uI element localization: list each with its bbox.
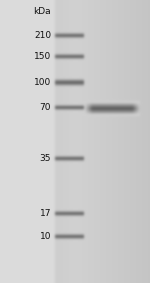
Text: 150: 150 bbox=[34, 52, 51, 61]
Text: kDa: kDa bbox=[33, 7, 51, 16]
Text: 70: 70 bbox=[39, 103, 51, 112]
Text: 10: 10 bbox=[39, 232, 51, 241]
Text: 210: 210 bbox=[34, 31, 51, 40]
Text: 17: 17 bbox=[39, 209, 51, 218]
Text: 35: 35 bbox=[39, 154, 51, 163]
Text: 100: 100 bbox=[34, 78, 51, 87]
